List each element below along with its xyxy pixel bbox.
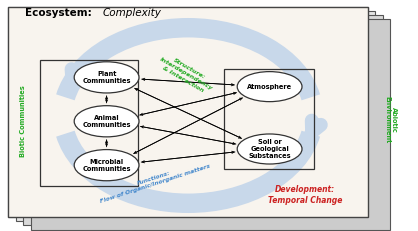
Text: Complexity: Complexity: [102, 8, 161, 18]
Text: Animal
Communities: Animal Communities: [82, 115, 131, 128]
Bar: [16, 11, 375, 221]
Text: Functions:
Flow of Organic/Inorganic matters: Functions: Flow of Organic/Inorganic mat…: [98, 158, 212, 204]
Text: Ecosystem:: Ecosystem:: [25, 8, 95, 18]
Ellipse shape: [74, 62, 139, 93]
Text: Structure:
Interdependency
& Interaction: Structure: Interdependency & Interaction: [156, 52, 216, 96]
Ellipse shape: [74, 106, 139, 137]
Bar: [23, 15, 383, 225]
Bar: [31, 19, 390, 230]
Bar: [8, 7, 368, 217]
Bar: [8, 7, 368, 217]
Ellipse shape: [237, 134, 302, 164]
Ellipse shape: [237, 72, 302, 102]
Text: Microbial
Communities: Microbial Communities: [82, 159, 131, 172]
Text: Atmosphere: Atmosphere: [247, 84, 292, 90]
Bar: [40, 60, 138, 186]
Text: Soil or
Geological
Substances: Soil or Geological Substances: [248, 139, 291, 159]
Text: Abiotic
Environment: Abiotic Environment: [384, 97, 398, 144]
Bar: [224, 69, 314, 169]
Text: Plant
Communities: Plant Communities: [82, 71, 131, 84]
Text: Development:
Temporal Change: Development: Temporal Change: [268, 185, 342, 205]
Ellipse shape: [74, 150, 139, 181]
Text: Biotic Communities: Biotic Communities: [20, 85, 26, 157]
